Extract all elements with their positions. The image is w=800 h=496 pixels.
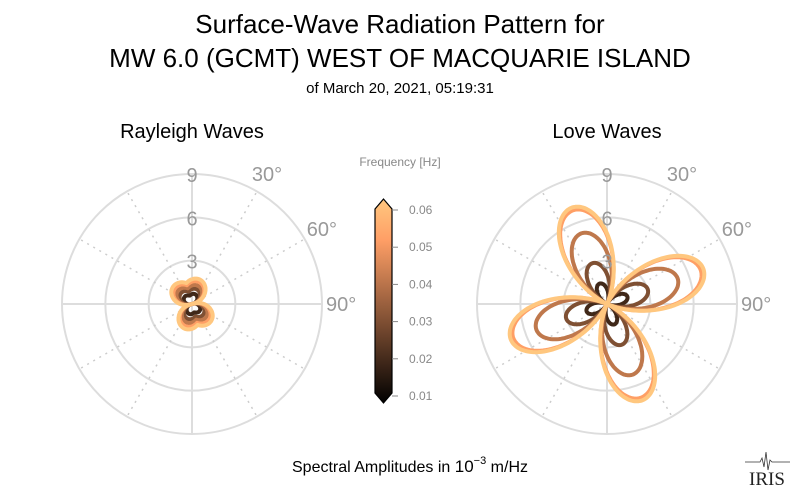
colorbar-label: Frequency [Hz]: [359, 155, 440, 169]
radial-tick-label: 9: [186, 165, 197, 187]
colorbar: Frequency [Hz] 0.01 0.02 0.03 0.04 0.05 0.06: [359, 155, 441, 404]
angle-tick-label: 30°: [252, 164, 282, 186]
colorbar-tick-label: 0.06: [409, 203, 433, 217]
colorbar-tick-label: 0.02: [409, 352, 433, 366]
pattern-curve-0.06hz: [169, 276, 215, 332]
angle-tick-label: 90°: [326, 294, 356, 316]
pattern-curve-0.06hz: [507, 204, 707, 404]
iris-logo: IRIS: [745, 451, 790, 490]
colorbar-tick-label: 0.04: [409, 277, 433, 291]
seismogram-icon: [745, 451, 790, 471]
title-line-2: MW 6.0 (GCMT) WEST OF MACQUARIE ISLAND: [109, 43, 691, 73]
colorbar-gradient: [374, 198, 393, 404]
panel-title-rayleigh: Rayleigh Waves: [120, 121, 264, 143]
title-line-1: Surface-Wave Radiation Pattern for: [195, 9, 605, 39]
radial-tick-label: 3: [601, 252, 612, 274]
grid-spoke: [191, 238, 305, 305]
angle-tick-label: 90°: [741, 294, 771, 316]
panel-title-love: Love Waves: [552, 121, 661, 143]
love-polar-plot: 3 6 9 30° 60° 90°: [476, 164, 771, 435]
radial-tick-label: 9: [601, 165, 612, 187]
angle-tick-label: 30°: [667, 164, 697, 186]
angle-tick-label: 60°: [722, 219, 752, 241]
colorbar-tick-label: 0.01: [409, 389, 433, 403]
colorbar-tick-label: 0.03: [409, 315, 433, 329]
colorbar-tick-label: 0.05: [409, 240, 433, 254]
radial-tick-label: 6: [601, 208, 612, 230]
radial-tick-label: 6: [186, 208, 197, 230]
radial-tick-label: 3: [186, 252, 197, 274]
iris-logo-text: IRIS: [749, 469, 785, 490]
x-axis-label: Spectral Amplitudes in 10−3 m/Hz: [292, 455, 528, 476]
angle-tick-label: 60°: [307, 219, 337, 241]
subtitle: of March 20, 2021, 05:19:31: [306, 80, 494, 97]
grid-spoke: [79, 303, 193, 370]
rayleigh-polar-plot: 3 6 9 30° 60° 90°: [61, 164, 356, 435]
